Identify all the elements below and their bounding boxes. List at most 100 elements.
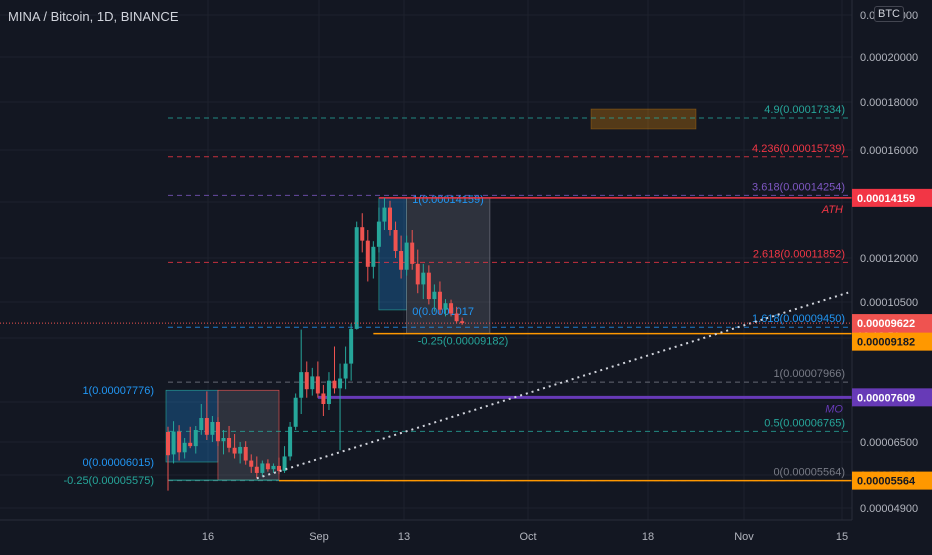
candle-body — [338, 378, 343, 389]
candles — [166, 197, 465, 491]
time-axis: 16 Sep 13 Oct 18 Nov 15 — [0, 519, 852, 550]
candle-body — [399, 251, 404, 270]
grid-lines — [0, 0, 852, 520]
candle-body — [282, 456, 287, 471]
candle-body — [432, 291, 437, 300]
left-fib-label: 0(0.00006015) — [82, 457, 154, 469]
left-fib-label: -0.25(0.00005575) — [63, 475, 154, 487]
orange-lower-price-tag-bg — [852, 471, 932, 490]
candle-body — [288, 426, 293, 457]
candle-body — [354, 227, 359, 329]
candle-body — [349, 328, 354, 364]
candle-body — [249, 460, 254, 467]
fib-level-label: 1.618(0.00009450) — [752, 313, 845, 325]
candle-body — [404, 242, 409, 270]
mid-range-box-retrace — [406, 197, 491, 334]
ath-price-tag: 0.00014159 — [857, 193, 915, 205]
left-fib-labels: 1(0.00007776) 0(0.00006015) -0.25(0.000055… — [63, 385, 279, 487]
candle-body — [321, 393, 326, 404]
candle-body — [193, 430, 198, 447]
fib-level-label: 0(0.00005564) — [773, 467, 845, 479]
candle-body — [371, 246, 376, 267]
candle-body — [376, 221, 381, 247]
candle-body — [393, 230, 398, 251]
price-axis-tick: 0.00016000 — [860, 145, 918, 157]
orange-lower-price-tag: 0.00005564 — [857, 476, 916, 488]
horizontal-lines: ATH MO — [279, 197, 852, 482]
candle-body — [204, 418, 209, 435]
candle-body — [238, 446, 243, 454]
candle-body — [410, 242, 415, 264]
candle-body — [243, 446, 248, 461]
candle-body — [277, 465, 281, 471]
price-axis-tick: 0.00012000 — [860, 253, 918, 265]
time-axis-tick: Sep — [309, 531, 329, 543]
mid-fib-label: -0.25(0.00009182) — [418, 336, 509, 348]
candle-body — [188, 442, 193, 447]
horizontal-line-label: MO — [825, 403, 843, 415]
dotted-trendline — [256, 291, 849, 480]
fib-level-label: 4.236(0.00015739) — [752, 143, 845, 155]
candle-body — [343, 363, 348, 379]
candle-body — [293, 397, 298, 427]
candle-body — [271, 465, 276, 470]
candle-body — [332, 380, 337, 389]
candle-body — [426, 272, 431, 300]
candle-body — [199, 418, 204, 430]
candle-body — [310, 376, 315, 390]
mo-price-tag: 0.00007609 — [857, 392, 915, 404]
price-axis-tick: 0.00004900 — [860, 503, 918, 515]
candle-body — [260, 463, 265, 473]
fib-level-label: 4.9(0.00017334) — [764, 104, 845, 116]
candle-body — [254, 466, 259, 473]
time-axis-tick: 15 — [836, 531, 848, 543]
mid-fib-label: 0(0.0001017 — [412, 306, 474, 318]
mo-price-tag-bg — [852, 388, 932, 407]
target-zone-box — [590, 108, 697, 130]
time-axis-tick: 13 — [398, 531, 410, 543]
horizontal-line-label: ATH — [821, 204, 843, 216]
candle-body — [182, 442, 187, 453]
currency-badge[interactable]: BTC — [874, 6, 904, 22]
orange-upper-price-tag-bg — [852, 332, 932, 351]
candle-body — [360, 227, 365, 241]
candle-body — [454, 313, 459, 322]
candle-body — [166, 432, 170, 456]
candle-body — [437, 291, 442, 310]
time-axis-tick: 18 — [642, 531, 654, 543]
price-axis: 0.000220000.000200000.000180000.00016000… — [851, 0, 932, 550]
ath-price-tag-bg — [852, 188, 932, 207]
price-axis-bg — [852, 0, 932, 550]
candle-body — [421, 272, 426, 285]
candle-body — [210, 422, 215, 435]
candle-body — [171, 431, 176, 455]
price-axis-tick: 0.00010500 — [860, 297, 918, 309]
candle-body — [449, 303, 454, 314]
candle-body — [304, 372, 309, 390]
chart-title: MINA / Bitcoin, 1D, BINANCE — [8, 9, 179, 24]
orange-upper-price-tag: 0.00009182 — [857, 337, 915, 349]
candle-body — [382, 207, 387, 222]
current-price-tag: 0.00009622 — [857, 318, 915, 330]
candle-body — [365, 240, 370, 267]
candle-body — [227, 438, 232, 448]
candle-body — [315, 376, 320, 394]
time-axis-tick: 16 — [202, 531, 214, 543]
time-axis-tick: Oct — [519, 531, 536, 543]
price-axis-tick: 0.00018000 — [860, 97, 918, 109]
candle-body — [443, 303, 448, 310]
candle-body — [215, 422, 220, 442]
candle-body — [326, 380, 331, 404]
fib-extension-levels: 4.9(0.00017334) 4.236(0.00015739) 3.618(0.… — [168, 104, 852, 482]
candle-body — [177, 431, 182, 453]
fib-level-label: 0.5(0.00006765) — [764, 417, 845, 429]
time-axis-tick: Nov — [734, 531, 754, 543]
candle-body — [299, 372, 304, 398]
candle-body — [221, 438, 226, 442]
price-axis-tick: 0.00006500 — [860, 437, 918, 449]
time-axis-bg — [0, 520, 852, 550]
fib-level-label: 2.618(0.00011852) — [753, 248, 845, 260]
left-fib-label: 1(0.00007776) — [82, 385, 154, 397]
